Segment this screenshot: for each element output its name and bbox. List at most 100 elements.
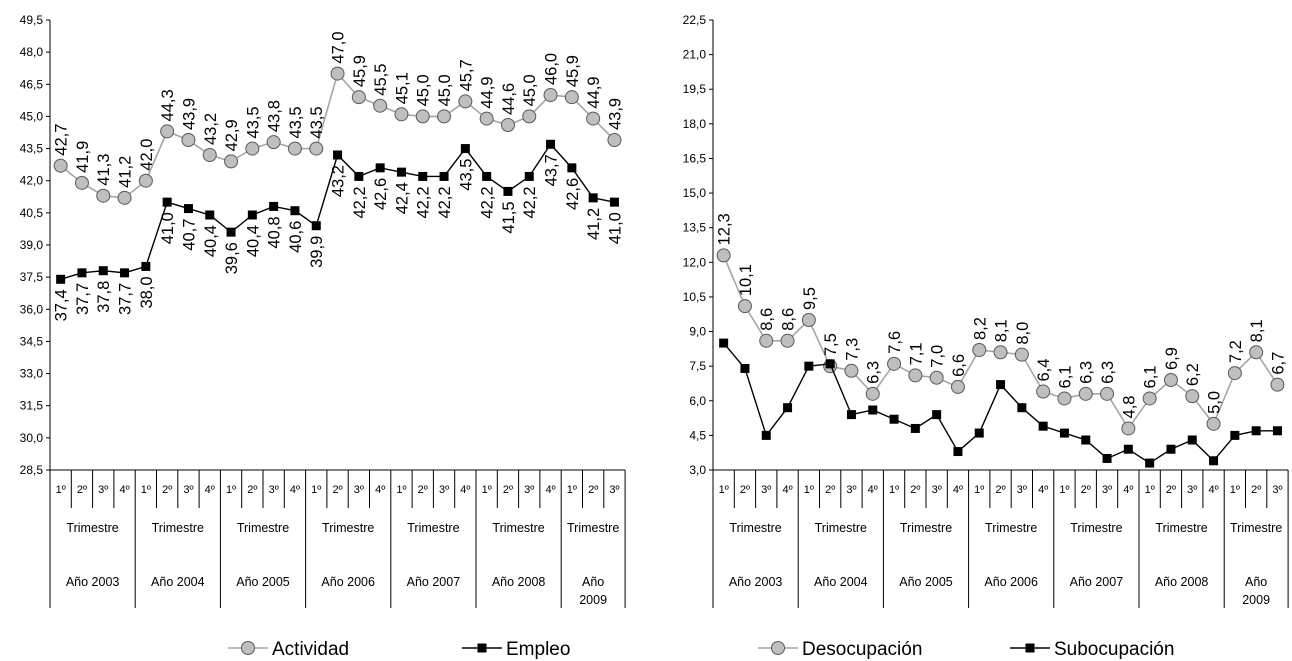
x-tick-label: 1º bbox=[226, 484, 236, 496]
group-year: Año bbox=[582, 575, 604, 589]
data-label: 43,5 bbox=[287, 106, 305, 138]
group-year: Año 2007 bbox=[407, 575, 461, 589]
point-actividad bbox=[96, 188, 111, 203]
point-subocupación bbox=[889, 414, 899, 424]
data-label: 42,2 bbox=[351, 186, 369, 218]
point-empleo bbox=[460, 144, 470, 154]
group-year: Año 2005 bbox=[236, 575, 290, 589]
group-year: Año 2006 bbox=[984, 575, 1038, 589]
data-label: 41,0 bbox=[159, 212, 177, 244]
point-empleo bbox=[269, 201, 279, 211]
point-desocupación bbox=[716, 248, 731, 263]
point-empleo bbox=[482, 171, 492, 181]
data-label: 7,5 bbox=[822, 333, 840, 356]
data-label: 43,5 bbox=[457, 159, 475, 191]
point-subocupación bbox=[1230, 430, 1240, 440]
group-label: Trimestre bbox=[492, 521, 544, 535]
data-label: 40,4 bbox=[244, 225, 262, 257]
data-label: 6,1 bbox=[1142, 366, 1160, 389]
point-subocupación bbox=[719, 338, 729, 348]
data-label: 4,8 bbox=[1120, 396, 1138, 419]
data-label: 45,9 bbox=[351, 55, 369, 87]
point-empleo bbox=[311, 221, 321, 231]
x-tick-label: 1º bbox=[141, 484, 151, 496]
y-tick-label: 7,5 bbox=[689, 359, 706, 373]
data-label: 45,7 bbox=[457, 59, 475, 91]
point-empleo bbox=[247, 210, 257, 220]
chart-desocupacion-subocupacion: 3,0 4,5 6,0 7,5 9,0 10,5 12,0 13,5 15,0 16,5 18,0 1… bbox=[683, 13, 1289, 660]
point-subocupación bbox=[932, 410, 942, 420]
point-actividad bbox=[351, 90, 366, 105]
point-empleo bbox=[588, 193, 598, 203]
y-tick-label: 49,5 bbox=[20, 13, 44, 27]
x-tick-label: 2º bbox=[418, 484, 428, 496]
y-tick-label: 9,0 bbox=[689, 325, 706, 339]
point-empleo bbox=[333, 150, 343, 160]
data-label: 41,3 bbox=[95, 154, 113, 186]
group-year: Año 2007 bbox=[1070, 575, 1124, 589]
point-desocupación bbox=[1206, 416, 1221, 431]
x-tick-label: 3º bbox=[98, 484, 108, 496]
group-label: Trimestre bbox=[152, 521, 204, 535]
point-subocupación bbox=[974, 428, 984, 438]
data-label: 8,2 bbox=[971, 317, 989, 340]
group-year: Año 2004 bbox=[151, 575, 205, 589]
y-tick-label: 18,0 bbox=[683, 117, 707, 131]
group-label: Trimestre bbox=[66, 521, 118, 535]
point-actividad bbox=[181, 133, 196, 147]
data-label: 40,7 bbox=[180, 219, 198, 251]
point-empleo bbox=[354, 171, 364, 181]
data-label: 42,4 bbox=[393, 182, 411, 214]
data-label: 10,1 bbox=[737, 264, 755, 296]
x-tick-label: 1º bbox=[719, 484, 729, 496]
point-subocupación bbox=[1102, 453, 1112, 463]
y-tick-label: 37,5 bbox=[20, 270, 44, 284]
point-empleo bbox=[609, 197, 619, 207]
data-label: 45,5 bbox=[372, 64, 390, 96]
x-tick-label: 3º bbox=[761, 484, 771, 496]
point-desocupación bbox=[1014, 347, 1029, 362]
point-subocupación bbox=[1166, 444, 1176, 454]
data-label: 42,9 bbox=[223, 119, 241, 151]
y-tick-label: 6,0 bbox=[689, 394, 706, 408]
group-year: Año 2004 bbox=[814, 575, 868, 589]
group-year: Año 2003 bbox=[66, 575, 120, 589]
y-tick-label: 46,5 bbox=[20, 77, 44, 91]
point-actividad bbox=[586, 111, 601, 126]
data-label: 38,0 bbox=[138, 276, 156, 308]
x-tick-label: 2º bbox=[740, 484, 750, 496]
group-label: Trimestre bbox=[237, 521, 289, 535]
point-empleo bbox=[56, 274, 66, 284]
point-actividad bbox=[522, 109, 537, 124]
x-tick-label: 3º bbox=[1102, 484, 1112, 496]
point-subocupación bbox=[1059, 428, 1069, 438]
point-subocupación bbox=[783, 403, 793, 413]
data-label: 45,0 bbox=[436, 74, 454, 106]
y-tick-label: 19,5 bbox=[683, 82, 707, 96]
data-label: 39,6 bbox=[223, 242, 241, 274]
data-label: 42,6 bbox=[564, 178, 582, 210]
point-desocupación bbox=[1163, 373, 1178, 387]
x-tick-label: 1º bbox=[1059, 484, 1069, 496]
group-year: Año 2006 bbox=[321, 575, 375, 589]
point-desocupación bbox=[908, 368, 923, 383]
y-tick-label: 3,0 bbox=[689, 463, 706, 477]
point-empleo bbox=[546, 139, 556, 149]
data-label: 42,7 bbox=[53, 124, 71, 156]
data-label: 42,2 bbox=[436, 186, 454, 218]
y-tick-label: 45,0 bbox=[20, 109, 44, 123]
group-year: Año 2003 bbox=[729, 575, 783, 589]
y-tick-label: 4,5 bbox=[689, 428, 706, 442]
point-empleo bbox=[524, 171, 534, 181]
group-label: Trimestre bbox=[985, 521, 1037, 535]
point-actividad bbox=[564, 90, 579, 105]
data-label: 40,6 bbox=[287, 221, 305, 253]
point-desocupación bbox=[950, 379, 965, 394]
x-tick-label: 1º bbox=[567, 484, 577, 496]
chart-actividad-empleo: 28,5 30,0 31,5 33,0 34,5 36,0 37,5 39,0 40,5 42,0… bbox=[20, 13, 626, 660]
point-empleo bbox=[290, 206, 300, 216]
group-year: Año 2005 bbox=[899, 575, 953, 589]
group-year: Año 2008 bbox=[1155, 575, 1209, 589]
point-actividad bbox=[607, 133, 622, 147]
